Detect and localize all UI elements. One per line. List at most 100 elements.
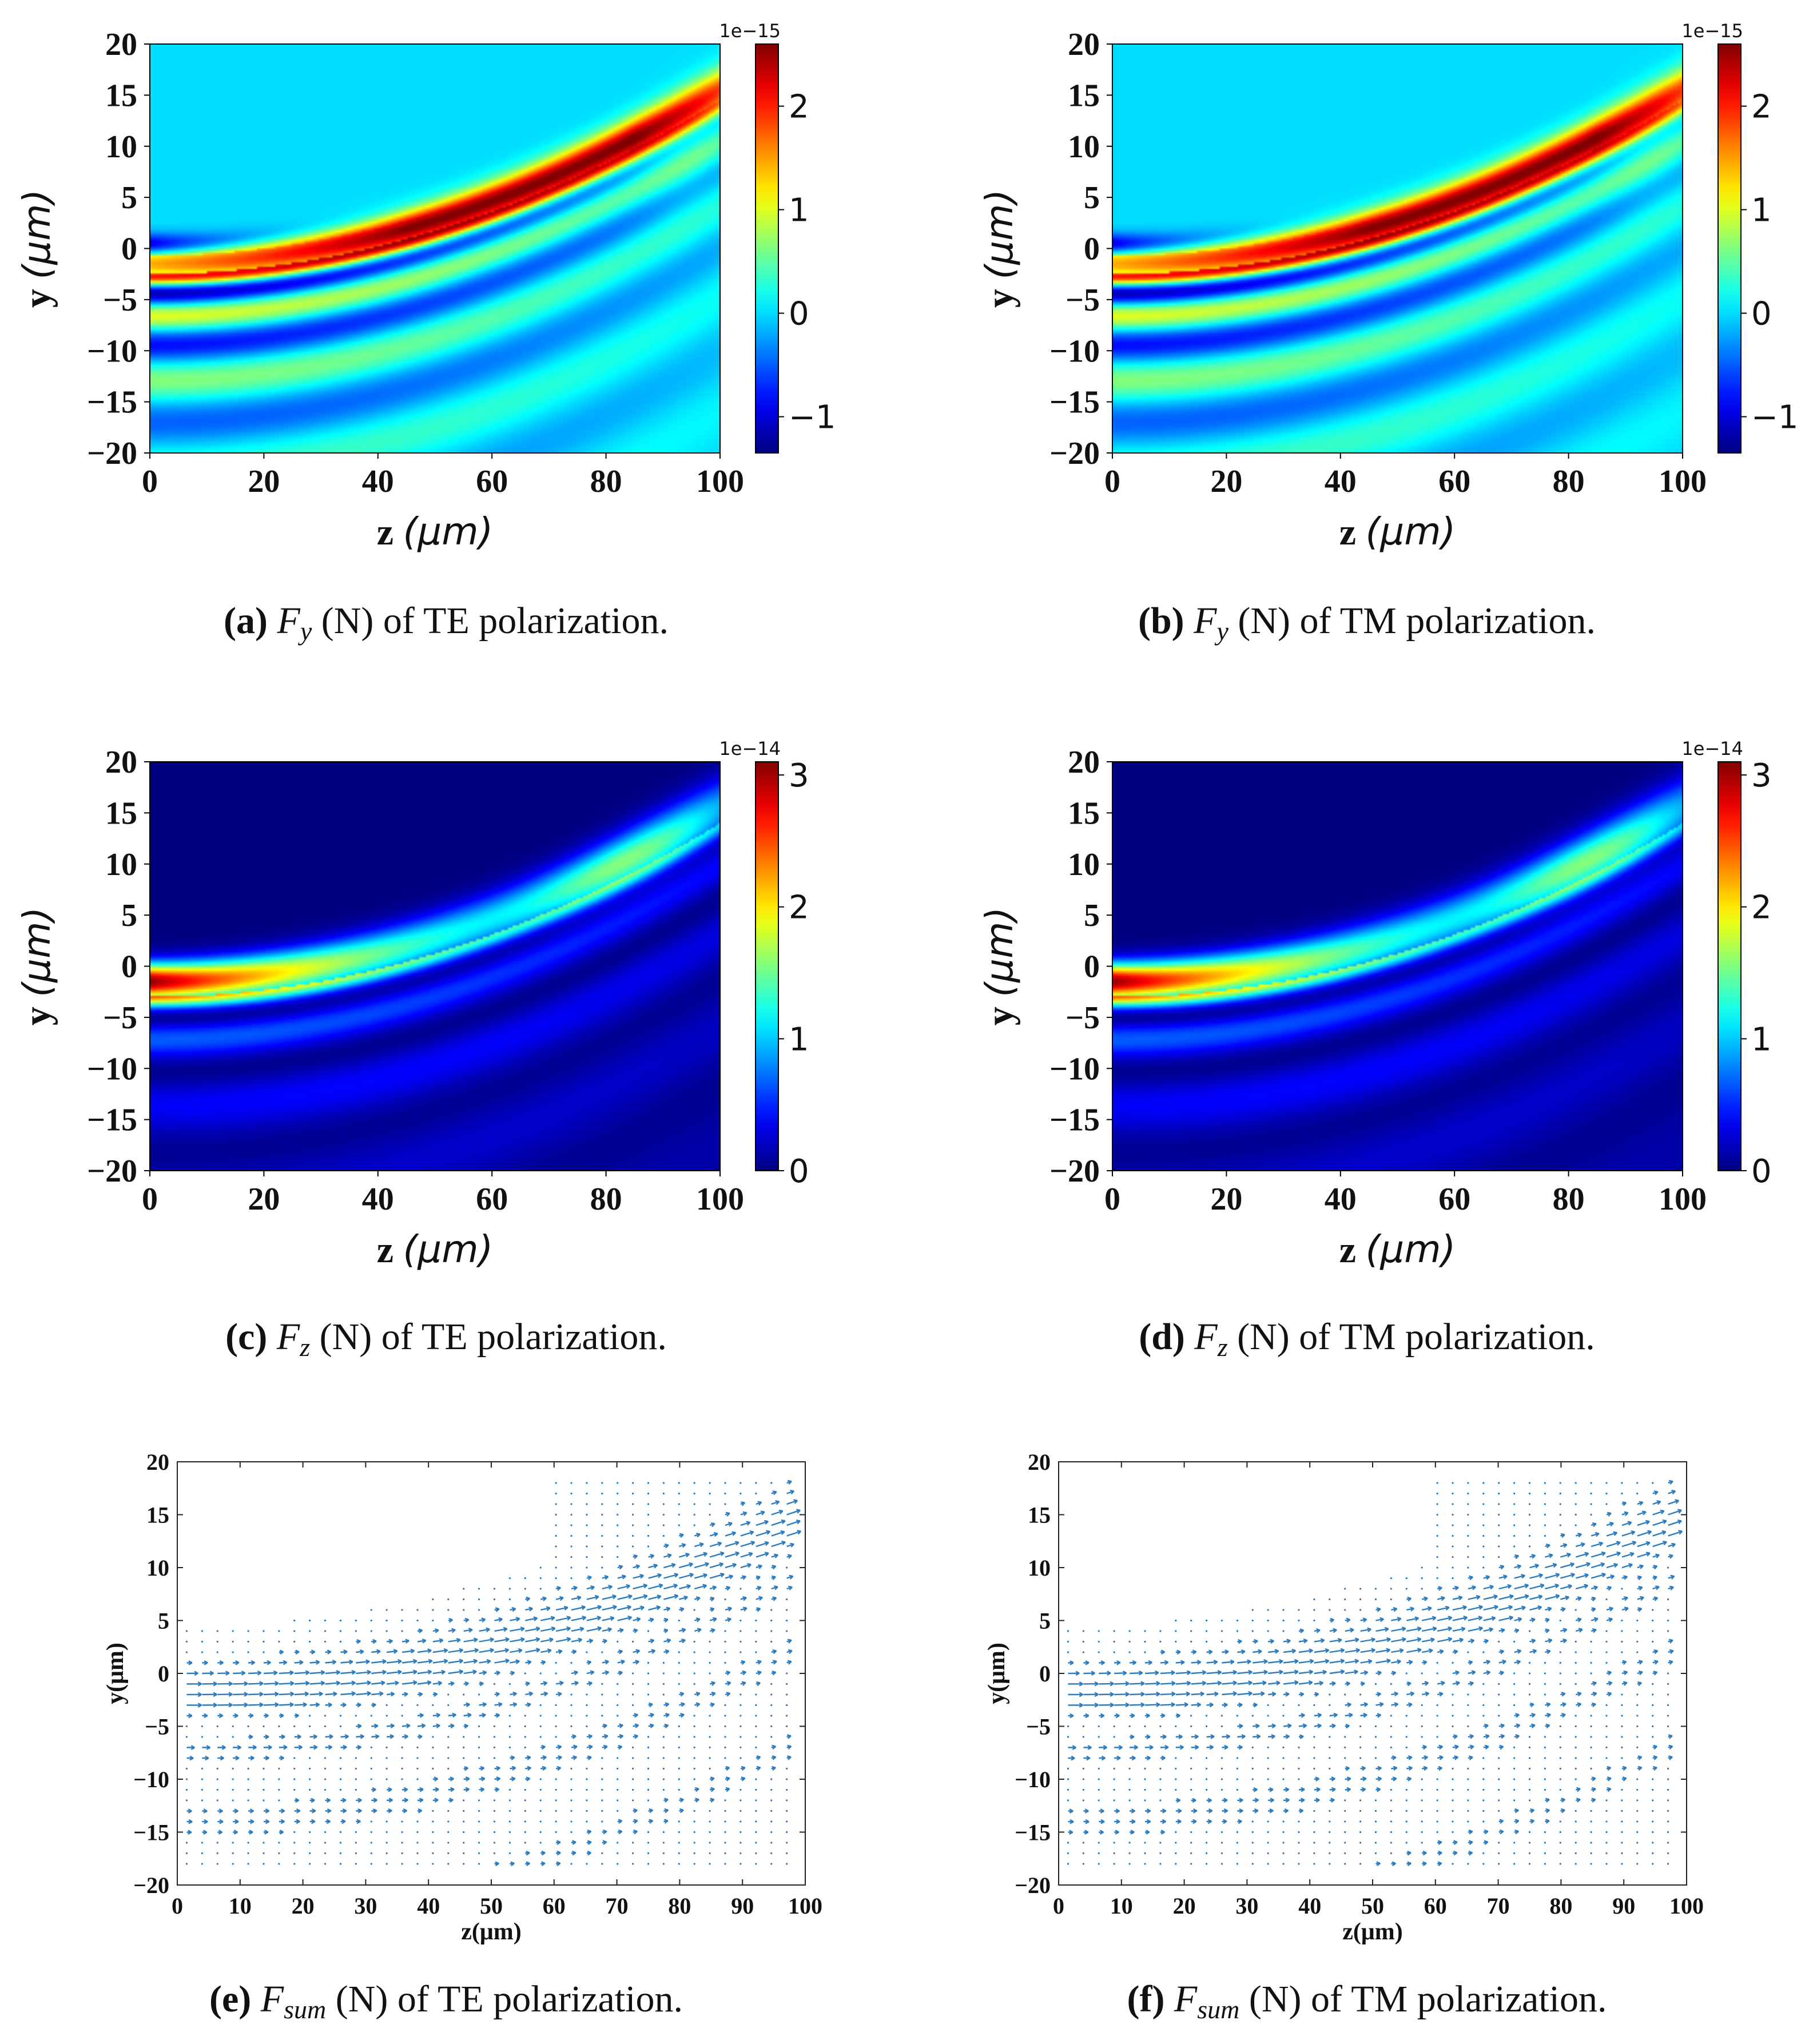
quiver-dot	[1128, 1767, 1131, 1770]
x-tick-label-e: 20	[292, 1893, 315, 1919]
quiver-arrow-head	[1362, 1617, 1367, 1623]
quiver-arrow-head	[1069, 1713, 1074, 1719]
y-tick-label-f: 0	[1039, 1661, 1051, 1687]
quiver-dot	[1559, 1831, 1561, 1834]
quiver-arrow-head	[681, 1543, 686, 1548]
quiver-arrow-head	[790, 1489, 795, 1495]
quiver-arrow-head	[213, 1681, 217, 1687]
quiver-arrow-head	[1537, 1605, 1542, 1610]
quiver-dot	[709, 1651, 711, 1653]
quiver-arrow-head	[1616, 1551, 1621, 1557]
quiver-dot	[432, 1619, 434, 1622]
quiver-dot	[1344, 1831, 1346, 1834]
quiver-arrow	[494, 1628, 507, 1632]
quiver-dot	[1544, 1778, 1546, 1780]
quiver-dot	[1220, 1767, 1223, 1770]
quiver-dot	[1636, 1492, 1639, 1495]
quiver-arrow	[1160, 1704, 1175, 1706]
quiver-dot	[1621, 1799, 1623, 1802]
quiver-arrow-head	[1438, 1765, 1443, 1771]
quiver-dot	[1621, 1482, 1623, 1484]
quiver-arrow-head	[473, 1637, 478, 1643]
quiver-dot	[201, 1852, 203, 1855]
quiver-dot	[1390, 1725, 1392, 1728]
quiver-dot	[1359, 1799, 1362, 1802]
quiver-arrow-head	[1500, 1733, 1505, 1739]
quiver-arrow	[633, 1574, 644, 1579]
quiver-arrow-head	[1500, 1671, 1504, 1676]
y-tick-label-f: 20	[1028, 1449, 1051, 1475]
quiver-dot	[1528, 1672, 1531, 1675]
quiver-arrow-head	[435, 1787, 439, 1792]
quiver-arrow-head	[1180, 1660, 1185, 1665]
quiver-arrow-head	[649, 1808, 654, 1814]
quiver-dot	[1482, 1715, 1485, 1717]
quiver-arrow-head	[788, 1585, 793, 1590]
quiver-dot	[786, 1788, 788, 1791]
quiver-dot	[601, 1534, 603, 1537]
quiver-arrow-head	[343, 1649, 348, 1655]
quiver-dot	[447, 1704, 450, 1707]
quiver-arrow-head	[328, 1744, 333, 1750]
quiver-dot	[1544, 1661, 1546, 1664]
quiver-dot	[1390, 1788, 1392, 1791]
quiver-arrow-head	[436, 1723, 440, 1729]
quiver-arrow-head	[351, 1691, 356, 1696]
quiver-dot	[1436, 1820, 1438, 1823]
quiver-arrow-head	[572, 1649, 577, 1655]
quiver-arrow-head	[756, 1575, 761, 1581]
quiver-dot	[1421, 1820, 1423, 1823]
quiver-dot	[739, 1588, 742, 1590]
quiver-arrow-head	[695, 1798, 699, 1803]
quiver-dot	[1236, 1715, 1238, 1717]
quiver-dot	[216, 1736, 218, 1738]
quiver-dot	[201, 1799, 203, 1802]
quiver-arrow-head	[527, 1765, 531, 1771]
quiver-dot	[539, 1810, 542, 1812]
quiver-arrow-head	[1677, 1519, 1682, 1525]
quiver-arrow	[1130, 1683, 1145, 1685]
quiver-dot	[739, 1810, 742, 1812]
quiver-dot	[1098, 1799, 1100, 1802]
quiver-arrow-head	[597, 1605, 602, 1610]
quiver-arrow-head	[1655, 1585, 1660, 1590]
quiver-arrow-head	[289, 1670, 294, 1676]
x-tick-label-e: 80	[668, 1893, 691, 1919]
quiver-arrow-head	[1367, 1659, 1373, 1664]
quiver-arrow	[432, 1660, 448, 1664]
quiver-dot	[1405, 1810, 1408, 1812]
quiver-arrow-head	[1524, 1594, 1529, 1599]
quiver-dot	[647, 1767, 650, 1770]
quiver-arrow-head	[789, 1574, 794, 1580]
quiver-arrow-head	[781, 1519, 786, 1525]
quiver-dot	[601, 1704, 603, 1707]
quiver-arrow-head	[1545, 1808, 1550, 1814]
quiver-arrow	[1191, 1661, 1201, 1664]
quiver-dot	[247, 1863, 249, 1865]
quiver-arrow-head	[1424, 1596, 1428, 1601]
quiver-dot	[1636, 1746, 1639, 1749]
quiver-arrow-head	[1531, 1712, 1536, 1718]
quiver-dot	[570, 1820, 572, 1823]
quiver-arrow-head	[1232, 1691, 1237, 1696]
quiver-arrow-head	[1287, 1723, 1292, 1728]
quiver-dot	[586, 1778, 588, 1780]
quiver-dot	[1313, 1842, 1315, 1844]
quiver-arrow-head	[422, 1638, 427, 1644]
quiver-dot	[1513, 1799, 1516, 1802]
x-tick-label-b: 80	[1553, 464, 1585, 499]
quiver-arrow-head	[663, 1617, 669, 1623]
quiver-dot	[1421, 1725, 1423, 1728]
quiver-arrow-head	[679, 1607, 685, 1612]
quiver-arrow-head	[1247, 1659, 1251, 1664]
quiver-dot	[1636, 1693, 1639, 1696]
quiver-arrow-head	[574, 1670, 578, 1676]
quiver-dot	[770, 1799, 773, 1802]
quiver-dot	[1267, 1820, 1269, 1823]
quiver-arrow	[248, 1693, 264, 1696]
quiver-arrow-head	[572, 1755, 578, 1760]
quiver-dot	[1590, 1757, 1592, 1759]
quiver-arrow-head	[1299, 1734, 1304, 1740]
quiver-dot	[631, 1672, 634, 1675]
